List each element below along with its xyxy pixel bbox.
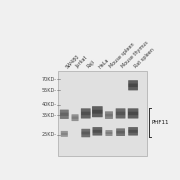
FancyBboxPatch shape	[105, 114, 113, 116]
FancyBboxPatch shape	[128, 80, 138, 90]
FancyBboxPatch shape	[106, 132, 112, 134]
FancyBboxPatch shape	[60, 113, 68, 116]
FancyBboxPatch shape	[128, 112, 138, 115]
Bar	[58, 71, 147, 156]
FancyBboxPatch shape	[105, 111, 113, 119]
FancyBboxPatch shape	[92, 106, 103, 117]
FancyBboxPatch shape	[116, 108, 125, 118]
Text: 70KD-: 70KD-	[42, 77, 57, 82]
Text: 35KD-: 35KD-	[42, 113, 57, 118]
Text: HeLa: HeLa	[97, 57, 110, 69]
FancyBboxPatch shape	[81, 129, 90, 137]
FancyBboxPatch shape	[128, 108, 138, 118]
Text: PHF11: PHF11	[152, 120, 169, 125]
FancyBboxPatch shape	[93, 127, 102, 136]
FancyBboxPatch shape	[116, 128, 125, 136]
Text: Raji: Raji	[86, 60, 96, 69]
Text: Mouse spleen: Mouse spleen	[109, 42, 136, 69]
Text: Mouse thymus: Mouse thymus	[121, 40, 149, 69]
Text: Rat spleen: Rat spleen	[133, 48, 155, 69]
Text: SW480: SW480	[64, 54, 80, 69]
FancyBboxPatch shape	[60, 110, 69, 119]
FancyBboxPatch shape	[128, 127, 138, 136]
FancyBboxPatch shape	[116, 112, 125, 115]
Text: Jurkat: Jurkat	[75, 56, 89, 69]
FancyBboxPatch shape	[116, 131, 125, 134]
FancyBboxPatch shape	[72, 116, 78, 119]
FancyBboxPatch shape	[61, 133, 68, 135]
FancyBboxPatch shape	[81, 112, 90, 115]
Text: 40KD-: 40KD-	[42, 102, 57, 107]
FancyBboxPatch shape	[93, 130, 102, 133]
FancyBboxPatch shape	[105, 130, 112, 136]
FancyBboxPatch shape	[129, 130, 138, 133]
FancyBboxPatch shape	[81, 108, 91, 118]
Text: 55KD-: 55KD-	[42, 88, 57, 93]
FancyBboxPatch shape	[82, 132, 90, 134]
FancyBboxPatch shape	[129, 84, 138, 87]
FancyBboxPatch shape	[61, 131, 68, 137]
FancyBboxPatch shape	[71, 114, 79, 121]
Text: 25KD-: 25KD-	[42, 132, 57, 137]
FancyBboxPatch shape	[92, 110, 102, 114]
